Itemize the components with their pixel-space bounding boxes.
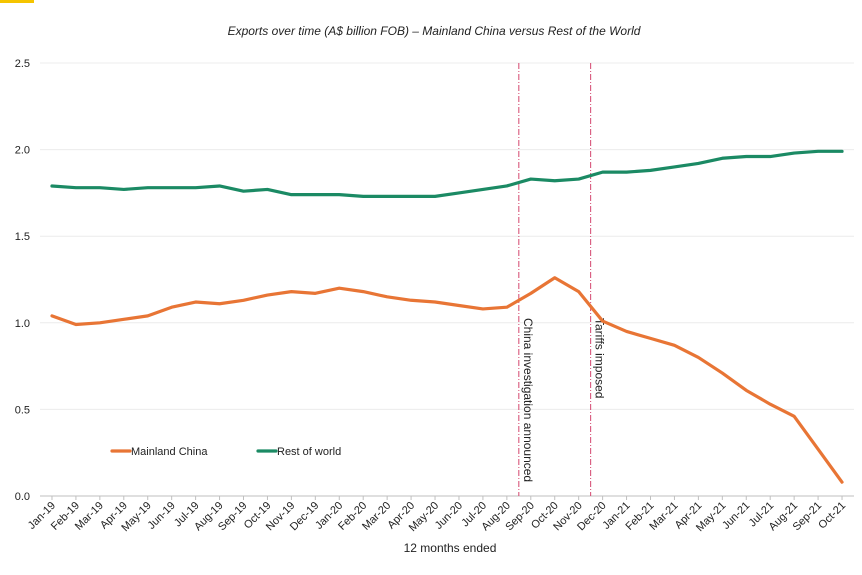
- x-tick-label: Jun-19: [146, 500, 178, 532]
- annotation-label: China investigation announced: [521, 318, 535, 482]
- chart-title: Exports over time (A$ billion FOB) – Mai…: [228, 24, 641, 38]
- x-axis: Jan-19Feb-19Mar-19Apr-19May-19Jun-19Jul-…: [26, 496, 848, 534]
- gridlines: [40, 62, 854, 497]
- y-tick-label: 2.5: [15, 58, 30, 70]
- y-tick-label: 2.0: [15, 145, 30, 157]
- annotation-label: Tariffs imposed: [593, 318, 607, 398]
- annotations: China investigation announced Tariffs imp…: [518, 63, 607, 496]
- series-lines: [50, 149, 844, 484]
- y-axis: 0.0 0.5 1.0 1.5 2.0 2.5: [15, 58, 30, 503]
- x-axis-title: 12 months ended: [404, 541, 497, 555]
- corner-accent-mark: [0, 0, 34, 3]
- legend-label: Rest of world: [277, 446, 341, 458]
- series-line-0: [50, 276, 844, 484]
- legend-label: Mainland China: [131, 446, 208, 458]
- y-tick-label: 0.5: [15, 404, 30, 416]
- y-tick-label: 1.5: [15, 231, 30, 243]
- x-tick-label: Jun-20: [433, 500, 465, 532]
- legend: Mainland China Rest of world: [110, 446, 341, 458]
- y-tick-label: 0.0: [15, 491, 30, 503]
- x-tick-label: Oct-21: [816, 500, 848, 532]
- x-tick-label: Jun-21: [720, 500, 752, 532]
- y-tick-label: 1.0: [15, 318, 30, 330]
- series-line-1: [50, 149, 844, 198]
